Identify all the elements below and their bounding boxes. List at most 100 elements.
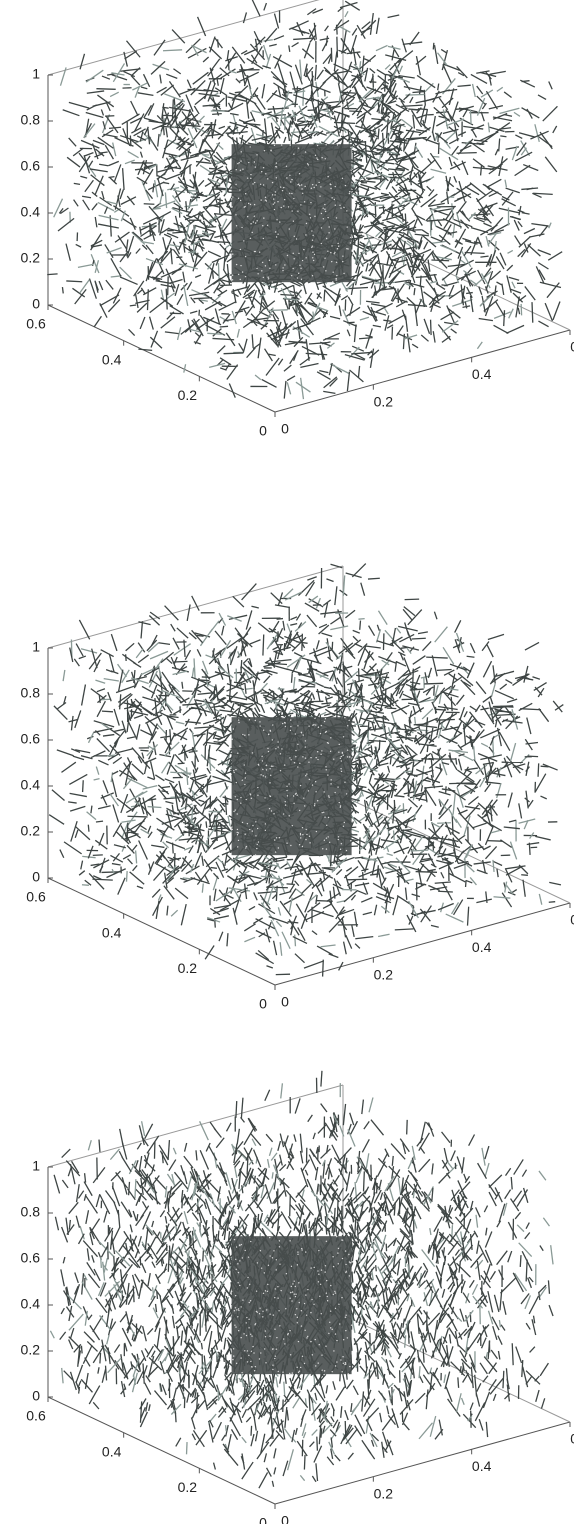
fibre: [201, 660, 209, 675]
fibre: [227, 875, 239, 884]
fibre: [189, 773, 207, 780]
fibre: [223, 352, 244, 355]
speck: [260, 171, 263, 173]
fibre: [452, 840, 456, 855]
fibre: [395, 325, 404, 337]
fibre: [129, 217, 136, 230]
fibre: [395, 767, 410, 780]
fibre: [242, 12, 248, 24]
fibre: [388, 168, 405, 172]
fibre: [320, 711, 327, 716]
fibre: [472, 822, 487, 829]
fibre: [405, 236, 419, 243]
fibre: [426, 727, 443, 734]
fibre: [177, 809, 187, 823]
fibre: [367, 305, 377, 322]
fibre: [370, 281, 375, 289]
fibre: [494, 148, 499, 156]
fibre: [208, 178, 219, 196]
fibre: [97, 694, 107, 704]
fibre: [213, 686, 216, 700]
fibre: [364, 88, 377, 100]
fibre: [300, 362, 319, 369]
fibre: [226, 683, 245, 691]
fibre: [112, 63, 126, 83]
fibre: [118, 693, 133, 708]
fibre: [333, 125, 345, 132]
fibre: [401, 831, 422, 838]
speck: [268, 259, 271, 262]
fibre: [203, 316, 222, 326]
fibre: [373, 822, 380, 832]
fibre: [538, 320, 549, 328]
fibre: [291, 41, 299, 48]
fibre: [405, 761, 413, 767]
fibre: [403, 334, 418, 340]
fibre: [202, 56, 210, 63]
fibre: [145, 189, 154, 200]
fibre: [297, 927, 306, 942]
fibre: [199, 314, 207, 325]
fibre: [174, 284, 180, 296]
fibre: [125, 801, 146, 814]
fibre: [180, 159, 189, 178]
fibre: [192, 71, 209, 85]
speck: [289, 144, 291, 146]
fibre: [392, 130, 403, 144]
speck: [231, 274, 234, 276]
fibre: [409, 793, 426, 799]
top-edge: [47, 0, 320, 76]
fibre: [392, 172, 396, 182]
speck: [286, 177, 288, 179]
z-tick-label: 1: [32, 66, 40, 82]
fibre: [231, 310, 237, 325]
fibre: [124, 763, 131, 786]
fibre: [526, 842, 540, 846]
fibre: [361, 668, 372, 677]
fibre: [403, 282, 412, 287]
speck: [297, 147, 300, 149]
fibre: [466, 662, 475, 679]
fibre: [291, 689, 310, 704]
fibre: [420, 698, 436, 703]
speck: [265, 173, 267, 175]
fibre: [420, 286, 425, 308]
fibre: [219, 77, 225, 95]
fibre: [323, 602, 329, 618]
fibre: [215, 888, 235, 902]
fibre: [184, 718, 190, 727]
fibre: [441, 224, 452, 242]
fibre: [523, 227, 536, 235]
fibre: [335, 19, 343, 29]
speck: [250, 173, 252, 176]
fibre: [397, 77, 410, 83]
fibre: [165, 172, 185, 181]
fibre: [358, 239, 370, 260]
fibre: [346, 286, 369, 290]
speck: [251, 231, 253, 234]
fibre: [193, 658, 196, 679]
fibre: [338, 49, 347, 54]
fibre: [296, 21, 304, 36]
fibre: [430, 236, 443, 243]
fibre: [391, 238, 406, 254]
fibre: [428, 884, 441, 891]
fibre: [333, 115, 341, 137]
fibre: [143, 794, 156, 804]
fibre: [409, 840, 418, 852]
speck: [280, 206, 282, 209]
fibre: [527, 799, 534, 808]
fibre: [353, 86, 360, 100]
fibre: [246, 347, 256, 359]
fibre: [290, 622, 298, 626]
fibre: [391, 682, 403, 696]
fibre: [421, 229, 430, 235]
fibre: [103, 677, 119, 682]
fibre: [188, 632, 197, 640]
fibre: [318, 624, 330, 635]
fibre: [243, 883, 248, 900]
fibre: [318, 870, 334, 879]
fibre: [494, 222, 511, 233]
fibre: [375, 302, 393, 313]
fibre: [200, 796, 211, 807]
